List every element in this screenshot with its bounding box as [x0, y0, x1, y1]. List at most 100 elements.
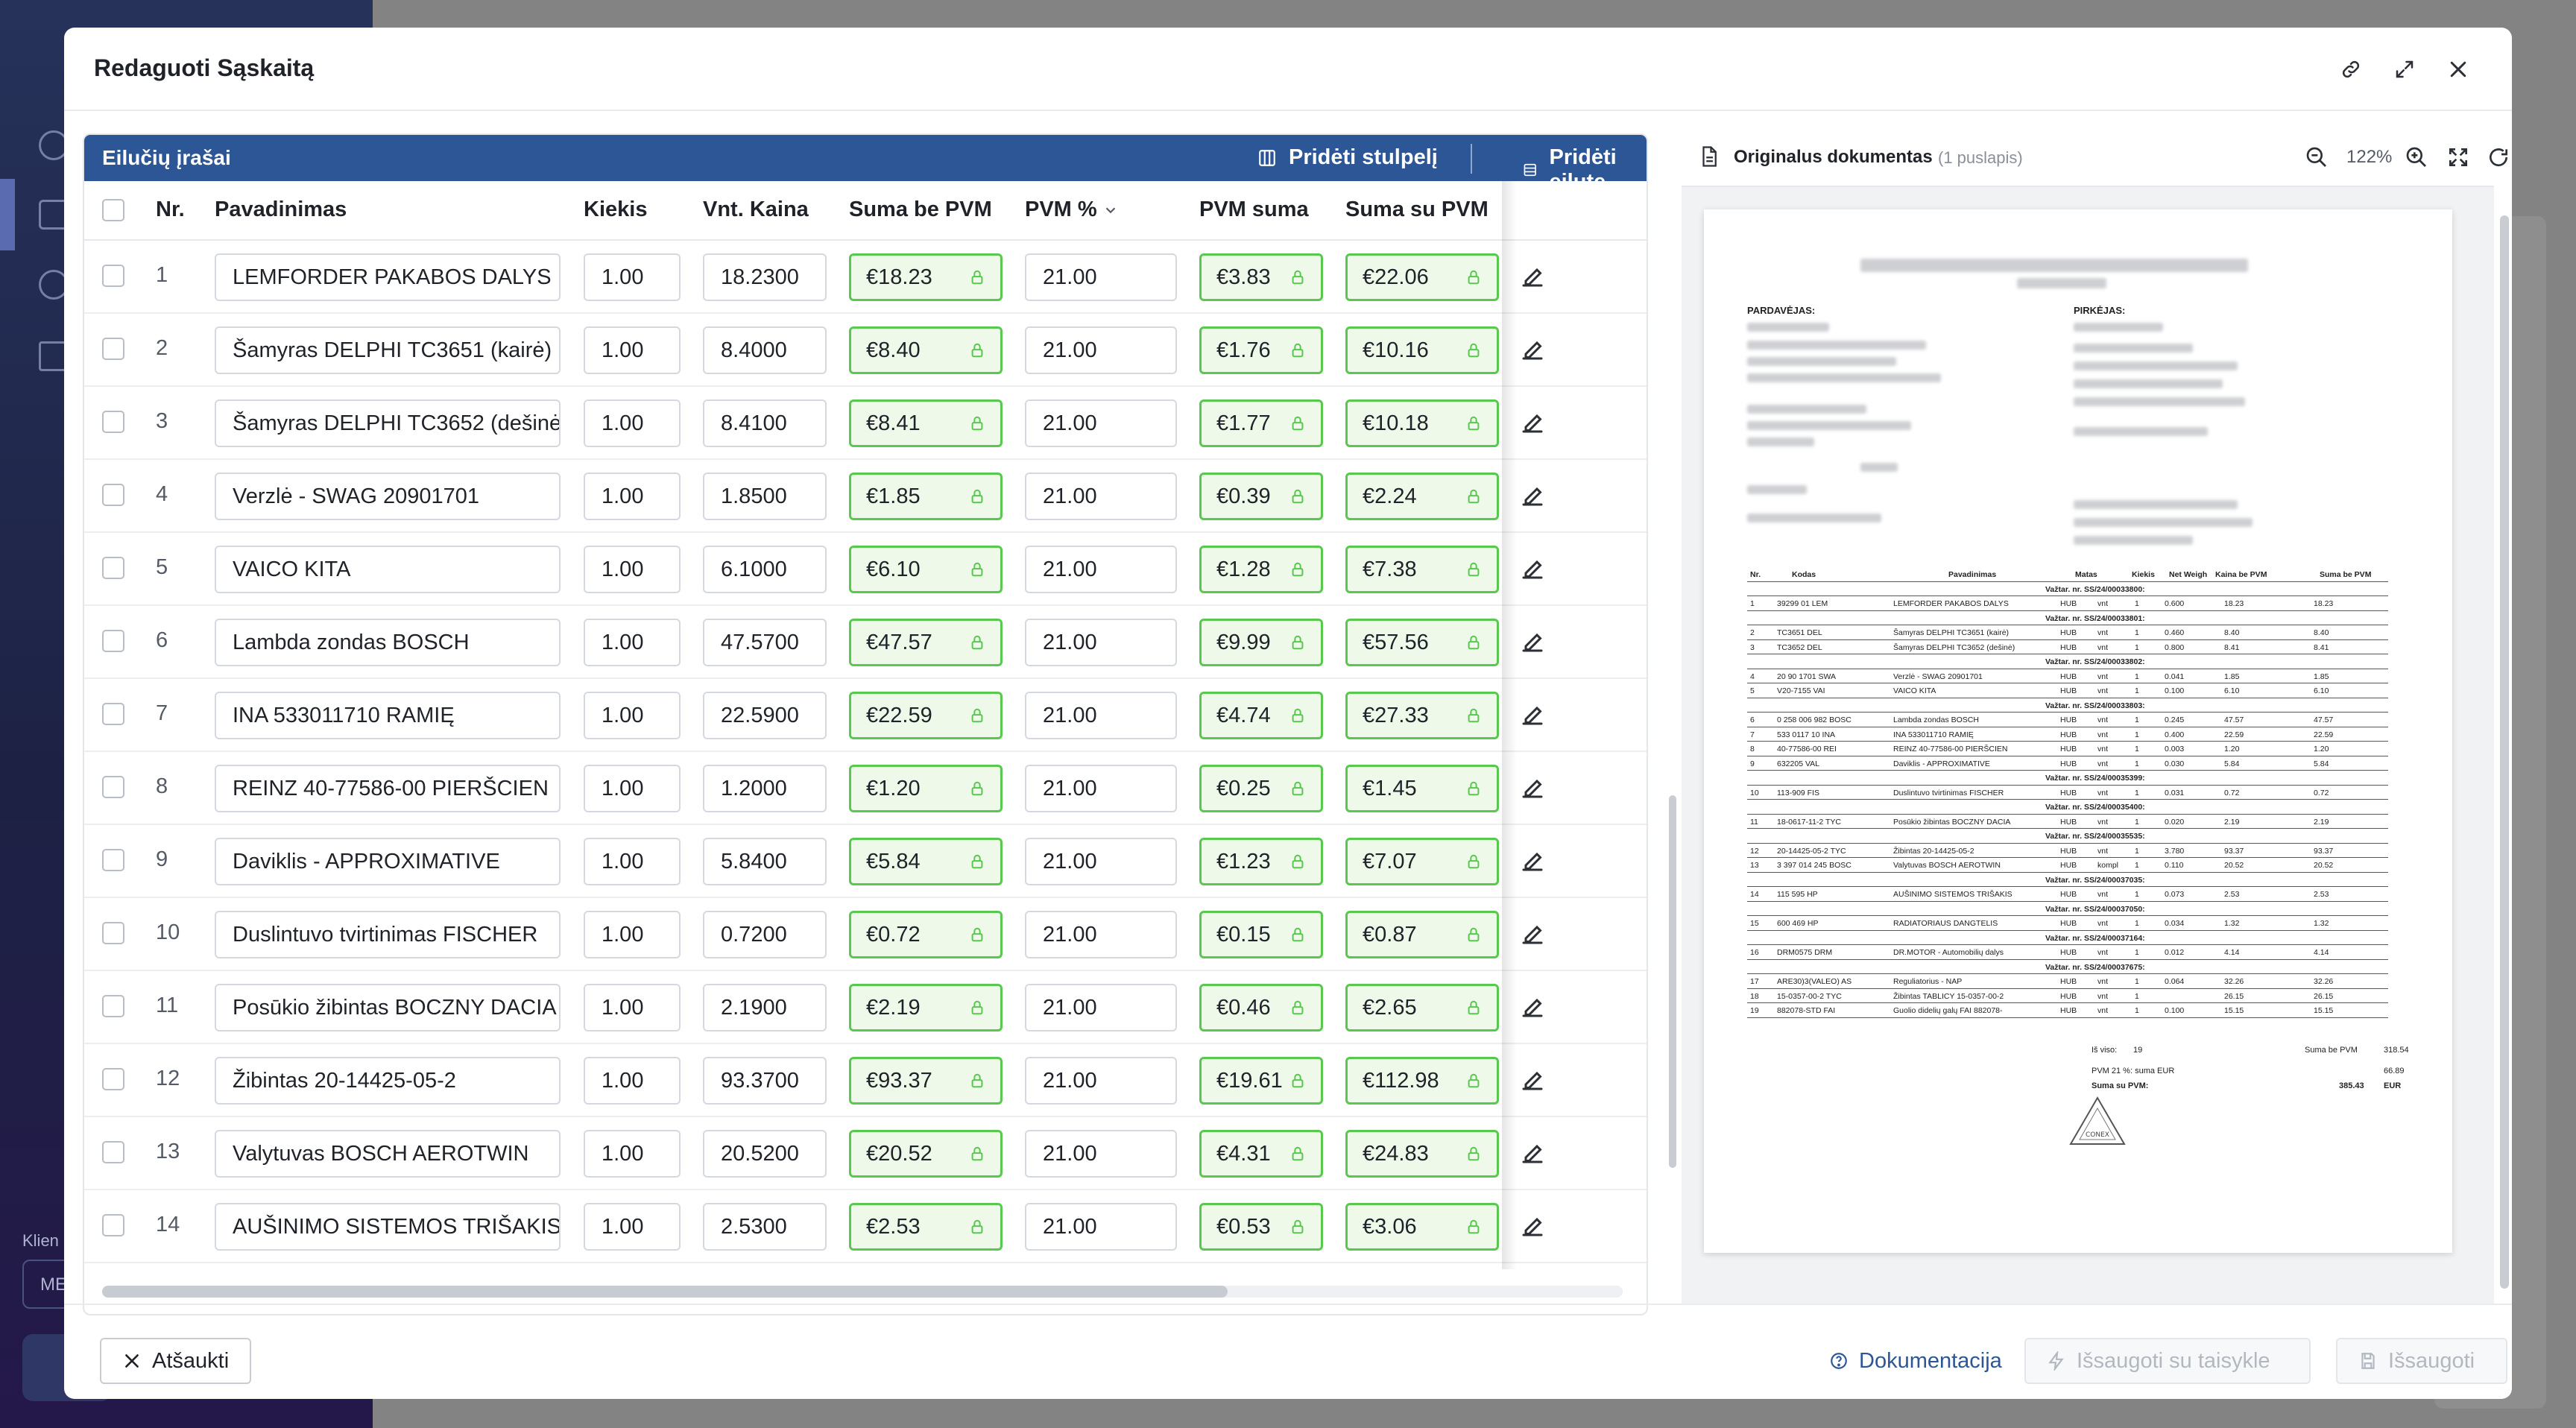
name-input[interactable]: Šamyras DELPHI TC3652 (dešinė)	[215, 399, 561, 447]
sum-incl-vat-locked-field[interactable]: €7.38	[1345, 546, 1499, 593]
vat-sum-locked-field[interactable]: €4.31	[1199, 1130, 1323, 1178]
row-checkbox[interactable]	[102, 1068, 124, 1090]
unit-price-input[interactable]: 5.8400	[703, 838, 827, 885]
edit-row-icon[interactable]	[1519, 555, 1546, 582]
quantity-input[interactable]: 1.00	[584, 326, 681, 374]
vat-sum-locked-field[interactable]: €1.28	[1199, 546, 1323, 593]
quantity-input[interactable]: 1.00	[584, 1203, 681, 1251]
name-input[interactable]: VAICO KITA	[215, 546, 561, 593]
edit-row-icon[interactable]	[1519, 847, 1546, 874]
unit-price-input[interactable]: 1.8500	[703, 473, 827, 520]
quantity-input[interactable]: 1.00	[584, 1057, 681, 1105]
vat-percent-input[interactable]: 21.00	[1025, 1057, 1177, 1105]
unit-price-input[interactable]: 2.5300	[703, 1203, 827, 1251]
row-checkbox[interactable]	[102, 1141, 124, 1163]
vat-percent-input[interactable]: 21.00	[1025, 546, 1177, 593]
row-checkbox[interactable]	[102, 1214, 124, 1236]
row-checkbox[interactable]	[102, 411, 124, 433]
name-input[interactable]: AUŠINIMO SISTEMOS TRIŠAKIS	[215, 1203, 561, 1251]
col-qty[interactable]: Kiekis	[584, 198, 648, 221]
vat-percent-input[interactable]: 21.00	[1025, 911, 1177, 958]
col-vat-sum[interactable]: PVM suma	[1199, 198, 1309, 221]
sum-excl-vat-locked-field[interactable]: €1.85	[849, 473, 1003, 520]
unit-price-input[interactable]: 8.4000	[703, 326, 827, 374]
edit-row-icon[interactable]	[1519, 409, 1546, 436]
sum-incl-vat-locked-field[interactable]: €112.98	[1345, 1057, 1499, 1105]
col-vat-pct[interactable]: PVM %	[1025, 198, 1116, 222]
save-with-rule-button[interactable]: Išsaugoti su taisykle	[2024, 1338, 2311, 1384]
quantity-input[interactable]: 1.00	[584, 546, 681, 593]
panel-scroll-thumb[interactable]	[1669, 795, 1676, 1168]
unit-price-input[interactable]: 1.2000	[703, 765, 827, 812]
sum-incl-vat-locked-field[interactable]: €27.33	[1345, 692, 1499, 739]
vat-sum-locked-field[interactable]: €4.74	[1199, 692, 1323, 739]
sum-excl-vat-locked-field[interactable]: €18.23	[849, 253, 1003, 301]
row-checkbox[interactable]	[102, 922, 124, 944]
edit-row-icon[interactable]	[1519, 920, 1546, 947]
sum-incl-vat-locked-field[interactable]: €2.65	[1345, 984, 1499, 1031]
vat-percent-input[interactable]: 21.00	[1025, 399, 1177, 447]
sum-excl-vat-locked-field[interactable]: €20.52	[849, 1130, 1003, 1178]
quantity-input[interactable]: 1.00	[584, 765, 681, 812]
vat-percent-input[interactable]: 21.00	[1025, 692, 1177, 739]
panel-divider[interactable]	[1667, 124, 1677, 1317]
unit-price-input[interactable]: 93.3700	[703, 1057, 827, 1105]
sum-excl-vat-locked-field[interactable]: €5.84	[849, 838, 1003, 885]
rotate-icon[interactable]	[2487, 145, 2510, 169]
row-checkbox[interactable]	[102, 557, 124, 579]
name-input[interactable]: Verzlė - SWAG 20901701	[215, 473, 561, 520]
row-checkbox[interactable]	[102, 849, 124, 871]
unit-price-input[interactable]: 6.1000	[703, 546, 827, 593]
row-checkbox[interactable]	[102, 484, 124, 506]
name-input[interactable]: Šamyras DELPHI TC3651 (kairė)	[215, 326, 561, 374]
name-input[interactable]: Žibintas 20-14425-05-2	[215, 1057, 561, 1105]
row-checkbox[interactable]	[102, 630, 124, 652]
row-checkbox[interactable]	[102, 265, 124, 287]
link-icon[interactable]	[2334, 53, 2367, 86]
zoom-out-icon[interactable]	[2305, 145, 2329, 169]
vat-percent-input[interactable]: 21.00	[1025, 1203, 1177, 1251]
unit-price-input[interactable]: 22.5900	[703, 692, 827, 739]
edit-row-icon[interactable]	[1519, 336, 1546, 363]
quantity-input[interactable]: 1.00	[584, 473, 681, 520]
name-input[interactable]: Daviklis - APPROXIMATIVE	[215, 838, 561, 885]
row-checkbox[interactable]	[102, 703, 124, 725]
unit-price-input[interactable]: 2.1900	[703, 984, 827, 1031]
quantity-input[interactable]: 1.00	[584, 399, 681, 447]
vat-percent-input[interactable]: 21.00	[1025, 984, 1177, 1031]
col-unit-price[interactable]: Vnt. Kaina	[703, 198, 809, 221]
quantity-input[interactable]: 1.00	[584, 984, 681, 1031]
sum-excl-vat-locked-field[interactable]: €6.10	[849, 546, 1003, 593]
col-sum-incl-vat[interactable]: Suma su PVM	[1345, 198, 1489, 221]
add-row-button[interactable]: Pridėti eilutę	[1523, 145, 1647, 195]
sum-incl-vat-locked-field[interactable]: €0.87	[1345, 911, 1499, 958]
vat-percent-input[interactable]: 21.00	[1025, 619, 1177, 666]
row-checkbox[interactable]	[102, 995, 124, 1017]
quantity-input[interactable]: 1.00	[584, 619, 681, 666]
edit-row-icon[interactable]	[1519, 1140, 1546, 1166]
quantity-input[interactable]: 1.00	[584, 692, 681, 739]
sum-excl-vat-locked-field[interactable]: €2.53	[849, 1203, 1003, 1251]
vat-sum-locked-field[interactable]: €1.76	[1199, 326, 1323, 374]
vat-sum-locked-field[interactable]: €0.39	[1199, 473, 1323, 520]
document-scrollbar[interactable]	[2500, 215, 2509, 1289]
sum-incl-vat-locked-field[interactable]: €22.06	[1345, 253, 1499, 301]
sum-incl-vat-locked-field[interactable]: €57.56	[1345, 619, 1499, 666]
sum-excl-vat-locked-field[interactable]: €8.41	[849, 399, 1003, 447]
fit-screen-icon[interactable]	[2446, 145, 2470, 169]
name-input[interactable]: INA 533011710 RAMIĘ	[215, 692, 561, 739]
vat-sum-locked-field[interactable]: €0.46	[1199, 984, 1323, 1031]
edit-row-icon[interactable]	[1519, 263, 1546, 290]
vat-percent-input[interactable]: 21.00	[1025, 838, 1177, 885]
vat-percent-input[interactable]: 21.00	[1025, 326, 1177, 374]
expand-icon[interactable]	[2388, 53, 2421, 86]
edit-row-icon[interactable]	[1519, 1067, 1546, 1093]
quantity-input[interactable]: 1.00	[584, 838, 681, 885]
sum-incl-vat-locked-field[interactable]: €1.45	[1345, 765, 1499, 812]
sum-excl-vat-locked-field[interactable]: €8.40	[849, 326, 1003, 374]
add-column-button[interactable]: Pridėti stulpelį	[1257, 145, 1438, 170]
vat-sum-locked-field[interactable]: €0.25	[1199, 765, 1323, 812]
sum-excl-vat-locked-field[interactable]: €93.37	[849, 1057, 1003, 1105]
vat-sum-locked-field[interactable]: €1.77	[1199, 399, 1323, 447]
sum-incl-vat-locked-field[interactable]: €7.07	[1345, 838, 1499, 885]
